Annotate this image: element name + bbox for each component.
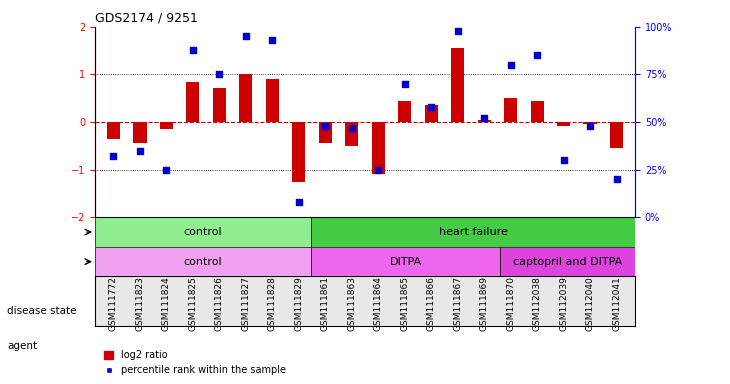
Point: [584, 123, 596, 129]
Text: heart failure: heart failure: [439, 227, 507, 237]
Bar: [311, 217, 635, 247]
Bar: [372, 122, 385, 174]
Point: [346, 125, 358, 131]
Legend: log2 ratio, percentile rank within the sample: log2 ratio, percentile rank within the s…: [100, 346, 290, 379]
Point: [505, 62, 517, 68]
Bar: [107, 122, 120, 139]
Bar: [319, 122, 332, 144]
Text: agent: agent: [7, 341, 37, 351]
Text: GSM112040: GSM112040: [585, 276, 594, 331]
Point: [187, 46, 199, 53]
Point: [320, 123, 331, 129]
Point: [213, 71, 225, 78]
Text: GSM111827: GSM111827: [242, 276, 250, 331]
Text: GSM111870: GSM111870: [506, 276, 515, 331]
Text: GSM111824: GSM111824: [162, 276, 171, 331]
Point: [478, 115, 490, 121]
Point: [399, 81, 410, 87]
Text: GSM111864: GSM111864: [374, 276, 383, 331]
Text: captopril and DITPA: captopril and DITPA: [513, 257, 622, 266]
Point: [240, 33, 252, 40]
Text: DITPA: DITPA: [389, 257, 422, 266]
Text: GSM111772: GSM111772: [109, 276, 118, 331]
Bar: [500, 247, 635, 276]
Bar: [311, 247, 500, 276]
Bar: [160, 122, 173, 129]
Bar: [451, 48, 464, 122]
Text: GSM111865: GSM111865: [400, 276, 410, 331]
Point: [134, 147, 146, 154]
Text: GSM111829: GSM111829: [294, 276, 303, 331]
Bar: [504, 98, 518, 122]
Text: GSM112041: GSM112041: [612, 276, 621, 331]
Text: GSM111823: GSM111823: [136, 276, 145, 331]
Text: GSM111828: GSM111828: [268, 276, 277, 331]
Text: GSM111861: GSM111861: [320, 276, 330, 331]
Point: [372, 167, 384, 173]
Text: GDS2174 / 9251: GDS2174 / 9251: [95, 11, 198, 24]
Bar: [266, 79, 279, 122]
Point: [531, 52, 543, 58]
Point: [107, 153, 119, 159]
Bar: [610, 122, 623, 148]
Bar: [398, 101, 411, 122]
Text: GSM111866: GSM111866: [427, 276, 436, 331]
Text: GSM111826: GSM111826: [215, 276, 224, 331]
Point: [293, 199, 304, 205]
Bar: [425, 106, 438, 122]
Bar: [477, 120, 491, 122]
Bar: [134, 122, 147, 144]
Point: [611, 176, 623, 182]
Bar: [531, 101, 544, 122]
Bar: [95, 217, 311, 247]
Text: GSM112038: GSM112038: [533, 276, 542, 331]
Point: [161, 167, 172, 173]
Point: [558, 157, 569, 163]
Text: control: control: [184, 227, 222, 237]
Point: [452, 28, 464, 34]
Point: [266, 37, 278, 43]
Text: disease state: disease state: [7, 306, 77, 316]
Bar: [557, 122, 570, 126]
Text: GSM111863: GSM111863: [347, 276, 356, 331]
Text: GSM111869: GSM111869: [480, 276, 488, 331]
Bar: [186, 82, 199, 122]
Bar: [345, 122, 358, 146]
Bar: [239, 74, 253, 122]
Text: control: control: [184, 257, 222, 266]
Bar: [95, 247, 311, 276]
Bar: [583, 122, 596, 124]
Text: GSM112039: GSM112039: [559, 276, 568, 331]
Bar: [292, 122, 305, 182]
Text: GSM111867: GSM111867: [453, 276, 462, 331]
Point: [426, 104, 437, 110]
Text: GSM111825: GSM111825: [188, 276, 197, 331]
Bar: [212, 88, 226, 122]
